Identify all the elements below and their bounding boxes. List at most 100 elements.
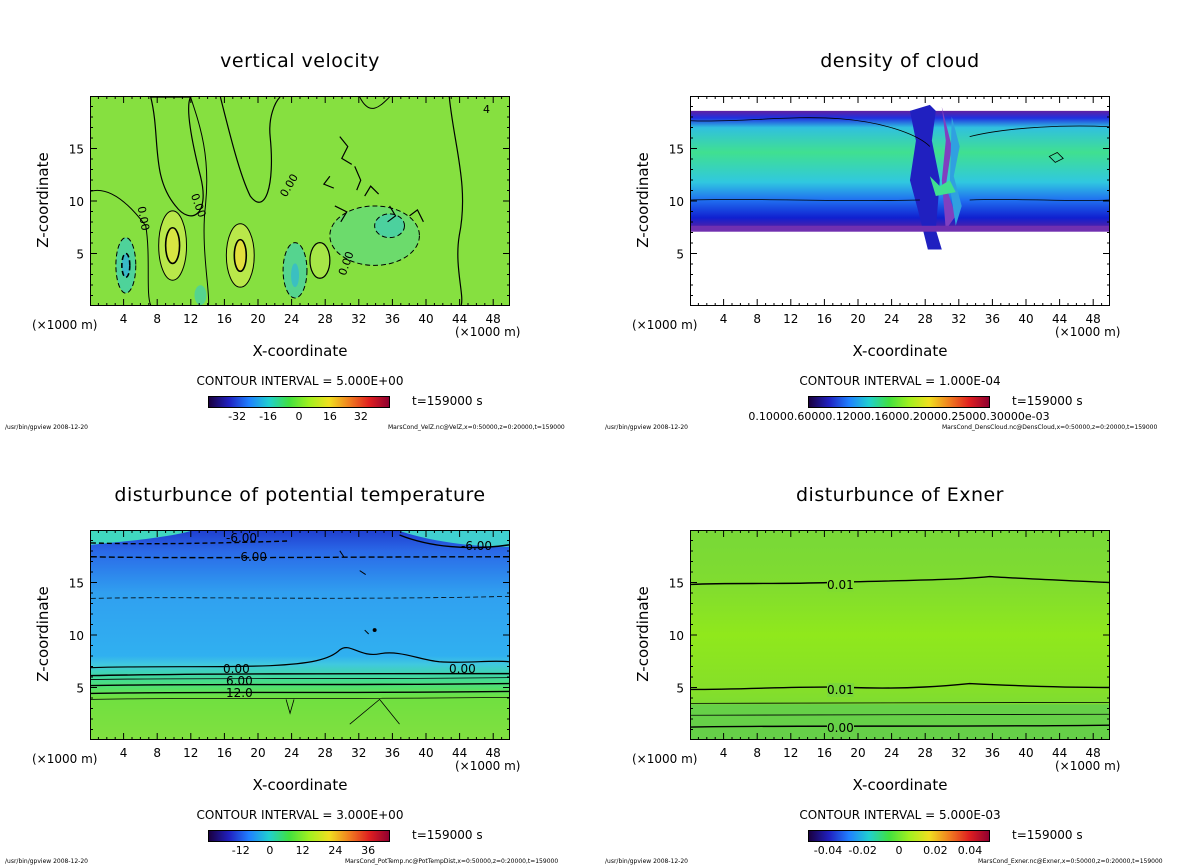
colorbar-ticks: -32 -16 0 16 32: [208, 410, 390, 424]
colorbar-tick: 0: [266, 844, 274, 857]
x-tick-label: 4: [120, 746, 128, 760]
x-axis-label: X-coordinate: [252, 776, 348, 794]
footer-right: MarsCond_VelZ.nc@VelZ,x=0:50000,z=0:2000…: [388, 424, 565, 431]
x-tick-label: 24: [884, 746, 899, 760]
contour-label: 12.0: [226, 686, 253, 700]
x-unit-label: (×1000 m): [1055, 759, 1121, 773]
x-tick-label: 28: [918, 746, 933, 760]
x-tick-label: 28: [918, 312, 933, 326]
contour-interval: CONTOUR INTERVAL = 5.000E+00: [196, 374, 404, 388]
contour-label: 0.01: [827, 578, 854, 592]
x-tick-label: 44: [1052, 312, 1067, 326]
footer-right: MarsCond_Exner.nc@Exner,x=0:50000,z=0:20…: [978, 858, 1163, 865]
chart-title: disturbunce of Exner: [795, 484, 1004, 506]
contour-label: -6.00: [236, 550, 268, 564]
x-tick-label: 4: [720, 746, 728, 760]
contour-label: -6.00: [461, 539, 493, 553]
x-tick-label: 12: [783, 746, 798, 760]
x-tick-label: 4: [720, 312, 728, 326]
field-fill: [691, 531, 1109, 739]
panel-potential-temperature: disturbunce of potential temperature: [0, 434, 600, 868]
x-tick-label: 24: [884, 312, 899, 326]
x-tick-label: 32: [351, 746, 366, 760]
x-tick-label: 28: [318, 746, 333, 760]
colorbar-tick: 16: [322, 410, 337, 423]
colorbar-tick: 0.02: [923, 844, 948, 857]
x-tick-label: 16: [817, 746, 832, 760]
time-label: t=159000 s: [1012, 828, 1083, 842]
x-tick-label: 48: [1086, 746, 1101, 760]
contour-label: 6.00: [226, 674, 253, 688]
x-unit-label: (×1000 m): [1055, 325, 1121, 339]
x-tick-label: 24: [284, 312, 299, 326]
colorbar-tick: 12: [295, 844, 310, 857]
panel-density-of-cloud: density of cloud: [600, 0, 1200, 434]
y-tick-label: 15: [69, 577, 84, 591]
footer-left: /usr/bin/gpview 2008-12-20: [605, 858, 688, 865]
time-label: t=159000 s: [1012, 394, 1083, 408]
contour-label: -6.00: [226, 531, 258, 545]
y-tick-label: 5: [76, 248, 84, 262]
contour-label: 0.00: [223, 662, 250, 676]
y-tick-label: 10: [69, 629, 84, 643]
x-tick-label: 32: [351, 312, 366, 326]
x-unit-label: (×1000 m): [455, 325, 521, 339]
colorbar-tick: -12: [231, 844, 250, 857]
x-tick-label: 40: [418, 312, 433, 326]
panel-exner: disturbunce of Exner 0.01 0.01 0.00: [600, 434, 1200, 868]
y-tick-label: 10: [69, 195, 84, 209]
plot-area: 0.01 0.01 0.00: [690, 530, 1110, 740]
x-tick-label: 40: [1018, 312, 1033, 326]
y-tick-label: 5: [676, 248, 684, 262]
colorbar: [208, 830, 390, 842]
footer-left: /usr/bin/gpview 2008-12-20: [605, 424, 688, 431]
x-tick-label: 40: [1018, 746, 1033, 760]
y-axis-label: Z-coordinate: [34, 586, 52, 682]
colorbar-tick: 32: [353, 410, 368, 423]
footer-right: MarsCond_DensCloud.nc@DensCloud,x=0:5000…: [942, 424, 1158, 431]
x-tick-label: 8: [753, 746, 761, 760]
contour-label: 0.00: [827, 721, 854, 735]
colorbar: [208, 396, 390, 408]
x-tick-label: 8: [753, 312, 761, 326]
x-axis-label: X-coordinate: [852, 342, 948, 360]
contour-label: 0.00: [449, 662, 476, 676]
colorbar-tick-overlap: 0.10000.60000.12000.16000.20000.25000.30…: [748, 410, 1050, 423]
x-unit-label: (×1000 m): [32, 318, 98, 332]
x-unit-label: (×1000 m): [632, 752, 698, 766]
x-axis-label: X-coordinate: [252, 342, 348, 360]
contour-interval: CONTOUR INTERVAL = 3.000E+00: [196, 808, 404, 822]
x-tick-label: 36: [385, 312, 400, 326]
contour-interval: CONTOUR INTERVAL = 1.000E-04: [799, 374, 1001, 388]
time-label: t=159000 s: [412, 828, 483, 842]
colorbar-ticks: -12 0 12 24 36: [208, 844, 390, 858]
chart-title: density of cloud: [820, 50, 980, 72]
y-tick-label: 15: [669, 143, 684, 157]
y-axis-label: Z-coordinate: [34, 152, 52, 248]
y-axis-label: Z-coordinate: [634, 586, 652, 682]
x-tick-label: 44: [1052, 746, 1067, 760]
colorbar-tick: -16: [259, 410, 278, 423]
x-tick-label: 16: [217, 312, 232, 326]
colorbar: [808, 830, 990, 842]
x-tick-label: 20: [250, 312, 265, 326]
colorbar-tick: 0.04: [957, 844, 983, 857]
colorbar-tick: -0.02: [848, 844, 877, 857]
footer-right: MarsCond_PotTemp.nc@PotTempDist,x=0:5000…: [345, 858, 559, 865]
x-tick-label: 36: [385, 746, 400, 760]
x-tick-label: 16: [817, 312, 832, 326]
x-tick-label: 20: [850, 746, 865, 760]
x-unit-label: (×1000 m): [455, 759, 521, 773]
x-axis-label: X-coordinate: [852, 776, 948, 794]
y-axis-label: Z-coordinate: [634, 152, 652, 248]
field-fill: [91, 531, 509, 739]
colorbar: [808, 396, 990, 408]
y-tick-label: 5: [676, 682, 684, 696]
x-tick-label: 44: [452, 746, 467, 760]
x-tick-label: 8: [153, 312, 161, 326]
y-tick-label: 15: [69, 143, 84, 157]
plot-area: -6.00 -6.00 -6.00 0.00 0.00 6.00 12.0: [90, 530, 510, 740]
plot-area: [690, 96, 1110, 306]
x-unit-label: (×1000 m): [632, 318, 698, 332]
x-tick-label: 48: [486, 746, 501, 760]
